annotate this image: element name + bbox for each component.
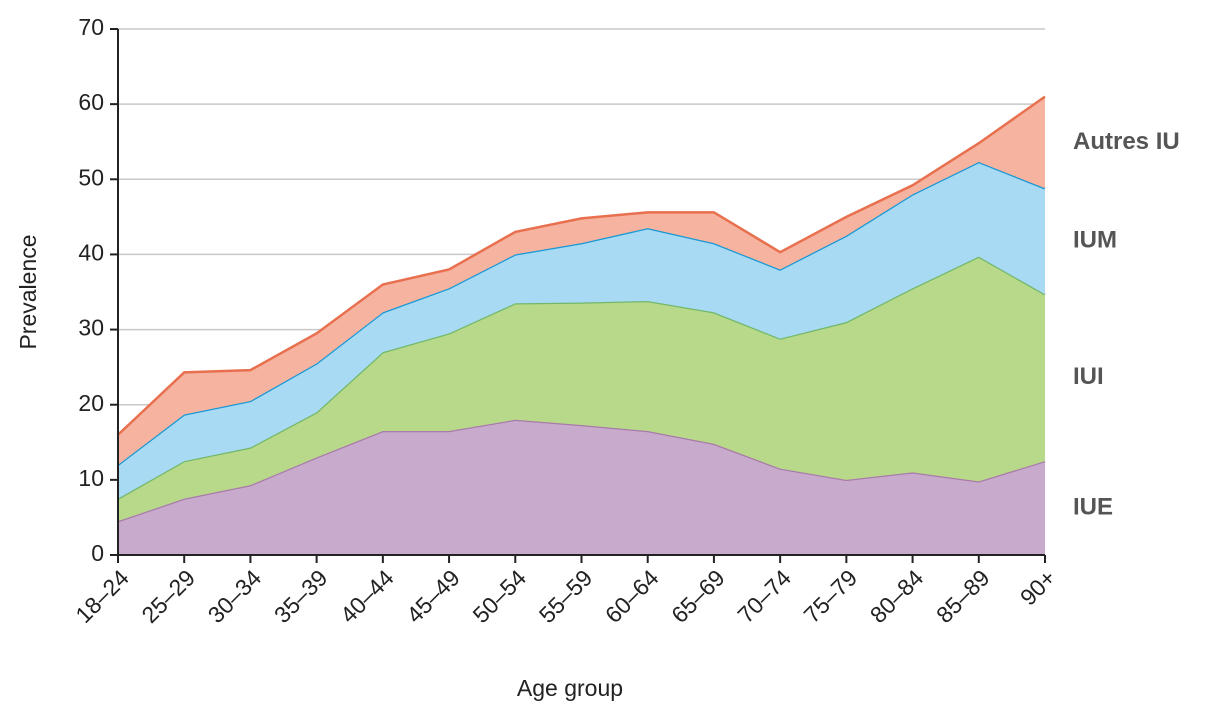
x-tick-label: 75–79 <box>799 564 863 628</box>
y-tick-label: 0 <box>91 540 104 566</box>
area <box>118 419 1045 555</box>
x-tick-label: 80–84 <box>865 564 929 628</box>
legend-label: IUE <box>1073 493 1113 520</box>
y-tick-label: 10 <box>78 465 104 491</box>
x-tick-label: 50–54 <box>468 564 532 628</box>
legend-label: Autres IU <box>1073 128 1180 155</box>
y-tick-label: 70 <box>78 14 104 40</box>
legend-label: IUM <box>1073 227 1117 254</box>
x-tick-label: 65–69 <box>666 564 730 628</box>
y-tick-label: 30 <box>78 315 104 341</box>
x-tick-label: 45–49 <box>401 564 465 628</box>
legend-label: IUI <box>1073 363 1104 390</box>
x-tick-label: 60–64 <box>600 564 664 628</box>
y-tick-label: 40 <box>78 240 104 266</box>
area <box>118 256 1045 522</box>
x-tick-label: 90+ <box>1015 564 1061 610</box>
area <box>118 162 1045 499</box>
y-axis-title: Prevalence <box>15 234 41 349</box>
x-axis-title: Age group <box>517 675 623 701</box>
x-tick-label: 40–44 <box>335 564 399 628</box>
x-tick-label: 70–74 <box>732 564 796 628</box>
area-edge <box>117 95 1046 436</box>
y-tick-label: 60 <box>78 89 104 115</box>
x-tick-label: 30–34 <box>203 564 267 628</box>
y-tick-label: 20 <box>78 390 104 416</box>
x-tick-label: 55–59 <box>534 564 598 628</box>
x-tick-label: 25–29 <box>136 564 200 628</box>
x-tick-label: 35–39 <box>269 564 333 628</box>
x-tick-label: 18–24 <box>70 564 134 628</box>
x-tick-label: 85–89 <box>931 564 995 628</box>
y-tick-label: 50 <box>78 164 104 190</box>
